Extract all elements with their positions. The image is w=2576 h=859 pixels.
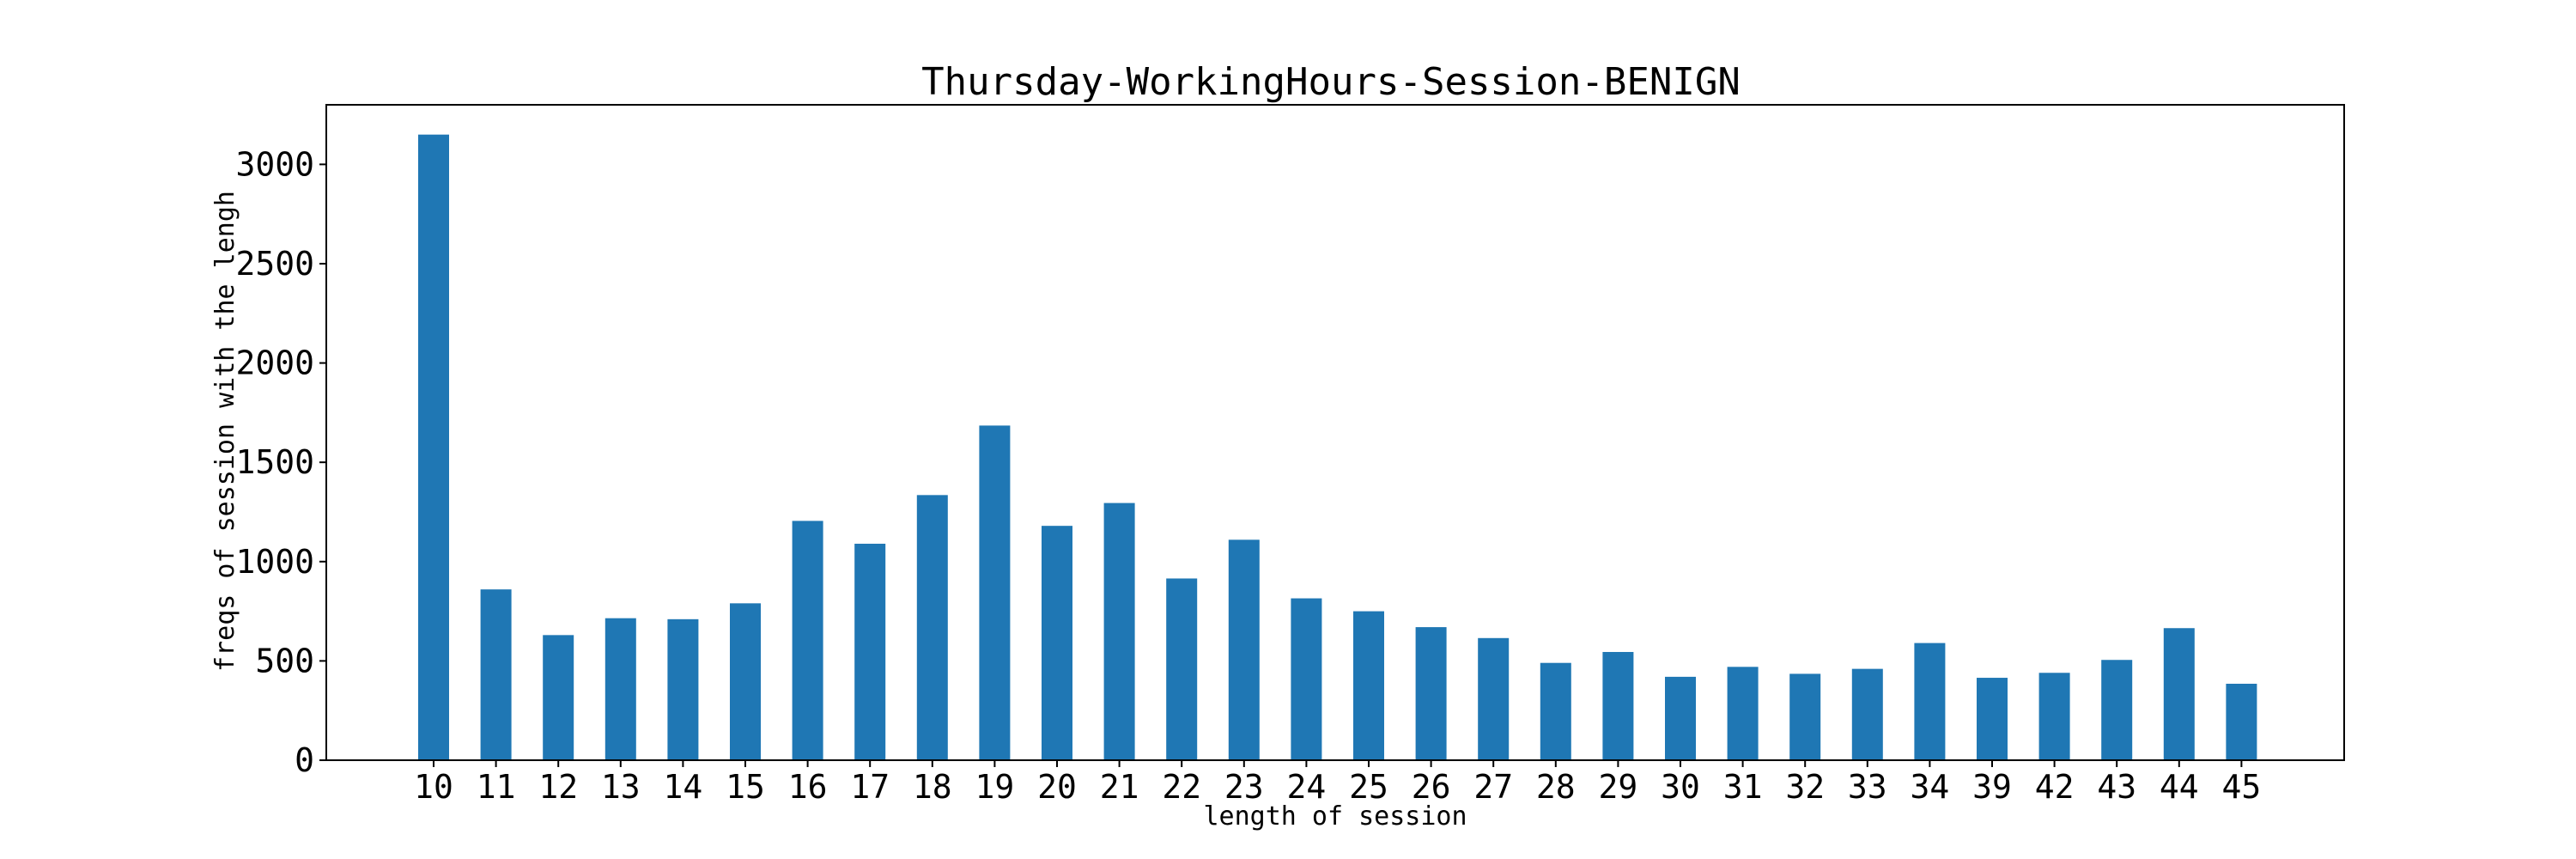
y-tick-label: 0 (295, 741, 314, 779)
x-tick-label: 32 (1785, 768, 1825, 806)
bar-33 (1851, 668, 1883, 760)
bar-42 (2038, 673, 2070, 760)
x-tick-label: 14 (664, 768, 703, 806)
y-tick-label: 3000 (235, 145, 314, 183)
x-tick-label: 43 (2097, 768, 2136, 806)
x-tick-label: 34 (1911, 768, 1950, 806)
bar-19 (979, 425, 1011, 760)
x-tick-label: 29 (1599, 768, 1638, 806)
plot-frame (325, 104, 2345, 761)
bar-21 (1103, 503, 1135, 760)
bar-26 (1415, 627, 1447, 760)
bars-group (418, 134, 2257, 760)
x-tick-label: 16 (788, 768, 828, 806)
bar-22 (1166, 578, 1198, 760)
y-tick-label: 2500 (235, 245, 314, 283)
y-tick-label: 1500 (235, 443, 314, 481)
x-axis-label: length of session (1203, 801, 1467, 832)
x-tick-label: 25 (1349, 768, 1388, 806)
bar-25 (1353, 611, 1384, 760)
x-tick-label: 24 (1287, 768, 1327, 806)
bar-16 (792, 521, 823, 760)
x-tick-label: 33 (1848, 768, 1887, 806)
chart-title: Thursday-WorkingHours-Session-BENIGN (921, 60, 1741, 104)
y-tick-label: 500 (255, 642, 314, 679)
bar-17 (854, 543, 886, 760)
bar-15 (730, 603, 761, 760)
bar-14 (667, 618, 699, 760)
x-tick-label: 39 (1972, 768, 2012, 806)
x-tick-label: 12 (538, 768, 578, 806)
bar-10 (418, 134, 449, 760)
x-tick-label: 15 (726, 768, 765, 806)
x-tick-label: 23 (1224, 768, 1264, 806)
bar-44 (2163, 628, 2195, 760)
x-tick-label: 28 (1536, 768, 1576, 806)
bar-24 (1291, 598, 1322, 760)
bar-29 (1602, 651, 1634, 760)
y-axis-label: freqs of session with the lengh (210, 191, 240, 672)
bar-32 (1789, 673, 1821, 760)
bar-28 (1540, 662, 1571, 760)
x-tick-label: 11 (477, 768, 516, 806)
x-tick-label: 42 (2035, 768, 2075, 806)
bar-20 (1042, 526, 1072, 760)
x-tick-label: 22 (1162, 768, 1201, 806)
y-tick-label: 1000 (235, 543, 314, 581)
bar-30 (1665, 676, 1696, 760)
x-tick-label: 19 (975, 768, 1015, 806)
bar-34 (1914, 643, 1946, 760)
bar-45 (2226, 683, 2257, 760)
x-tick-label: 44 (2160, 768, 2199, 806)
x-axis: 10 11 12 13 14 15 16 17 18 19 20 21 22 23 24 25 26 27 28 29… (414, 760, 2261, 806)
bar-27 (1478, 637, 1510, 760)
x-tick-label: 21 (1100, 768, 1139, 806)
bar-39 (1977, 678, 2008, 760)
y-tick-label: 2000 (235, 344, 314, 382)
x-tick-label: 45 (2222, 768, 2262, 806)
bar-31 (1727, 667, 1759, 760)
y-axis: 0 500 1000 1500 2000 2500 3000 (235, 145, 326, 779)
bar-18 (916, 495, 948, 760)
x-tick-label: 20 (1037, 768, 1077, 806)
x-tick-label: 27 (1473, 768, 1513, 806)
bar-11 (480, 589, 512, 760)
x-tick-label: 10 (414, 768, 453, 806)
bar-12 (543, 635, 574, 760)
x-tick-label: 30 (1661, 768, 1700, 806)
x-tick-label: 13 (601, 768, 641, 806)
x-tick-label: 17 (850, 768, 890, 806)
x-tick-label: 26 (1412, 768, 1451, 806)
bar-23 (1228, 539, 1260, 760)
bar-13 (605, 618, 636, 760)
bar-43 (2101, 660, 2133, 760)
x-tick-label: 31 (1723, 768, 1763, 806)
x-tick-label: 18 (913, 768, 952, 806)
